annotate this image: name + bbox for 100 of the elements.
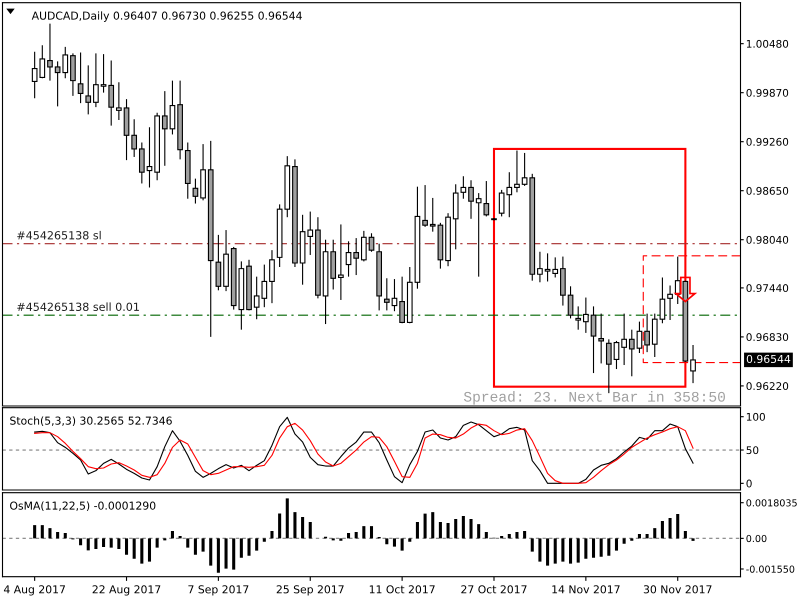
bar	[362, 526, 366, 538]
candlestick	[131, 118, 138, 158]
candlestick	[307, 211, 314, 256]
candlestick	[346, 240, 352, 278]
ref-line-label: #454265138 sl	[17, 230, 101, 240]
bar	[431, 512, 434, 538]
bar	[240, 538, 243, 558]
text: 0.96544	[746, 354, 790, 364]
candlestick	[476, 192, 482, 278]
candlestick	[583, 296, 589, 334]
bar	[33, 525, 36, 538]
ref-line-label: #454265138 sell 0.01	[17, 302, 139, 311]
candlestick	[575, 306, 582, 330]
bar	[554, 538, 557, 564]
bar	[40, 525, 44, 538]
candlestick	[384, 278, 390, 311]
bar	[523, 531, 526, 538]
y-tick-label: -0.001550	[746, 566, 794, 573]
candlestick	[170, 80, 176, 136]
bar	[653, 528, 656, 538]
bar	[462, 516, 465, 538]
candlestick	[261, 264, 268, 308]
bar	[232, 538, 236, 570]
candlestick	[138, 142, 145, 184]
bar	[660, 520, 664, 538]
bar	[170, 531, 174, 538]
candlestick	[552, 256, 558, 278]
candlestick	[162, 90, 168, 166]
bar	[202, 538, 205, 552]
bar	[400, 538, 404, 551]
candlestick	[116, 82, 122, 121]
candlestick	[606, 338, 612, 394]
x-tick-label: 14 Nov 2017	[552, 585, 620, 594]
candlestick	[146, 126, 152, 188]
bar	[117, 538, 120, 550]
x-tick-label: 25 Sep 2017	[276, 585, 344, 596]
candlestick	[39, 44, 46, 79]
text: AUDCAD,Daily 0.96407 0.96730 0.96255 0.96544	[32, 11, 302, 22]
y-tick-label: 0.97440	[746, 284, 788, 292]
bar	[692, 538, 695, 541]
candlestick	[47, 23, 53, 82]
bar	[538, 538, 542, 562]
bar	[515, 532, 518, 538]
bar	[676, 514, 680, 538]
x-tick-label: 4 Aug 2017	[4, 585, 65, 596]
bar	[370, 526, 374, 538]
bar	[622, 538, 626, 544]
y-tick-label: 0.99260	[746, 138, 788, 146]
candlestick	[590, 306, 596, 374]
candlestick	[353, 238, 360, 276]
bar	[86, 538, 90, 550]
bar	[102, 538, 106, 548]
candlestick	[598, 313, 604, 364]
bar	[124, 538, 128, 555]
bar	[638, 534, 641, 538]
bar	[79, 538, 82, 546]
candlestick	[85, 64, 92, 115]
bar	[408, 538, 412, 542]
candlestick	[368, 232, 374, 252]
x-tick-label: 7 Sep 2017	[188, 585, 248, 596]
bar	[178, 536, 182, 538]
candlestick	[62, 46, 68, 79]
bar	[607, 538, 610, 556]
candlestick	[568, 286, 574, 319]
annotation: Spread: 23. Next Bar in 358:50	[464, 391, 725, 405]
candlestick	[468, 180, 474, 220]
y-tick-label: 0.99870	[746, 88, 788, 97]
candlestick	[430, 197, 436, 232]
y-tick-label: 0.98650	[746, 186, 788, 195]
candlestick	[54, 60, 60, 107]
bar	[278, 513, 282, 538]
bar	[156, 538, 159, 548]
candlestick	[108, 60, 114, 126]
bar	[546, 538, 550, 566]
bar	[293, 512, 296, 538]
x-tick-label: 30 Nov 2017	[644, 585, 712, 594]
bar	[270, 531, 274, 538]
x-tick-label: 11 Oct 2017	[370, 585, 435, 594]
bar	[454, 518, 458, 538]
bar	[186, 538, 190, 548]
candlestick	[522, 152, 528, 186]
bar	[209, 538, 212, 566]
candlestick	[690, 344, 696, 384]
candlestick	[269, 250, 275, 304]
candlestick	[514, 150, 520, 193]
x-tick-label: 27 Oct 2017	[461, 585, 527, 594]
bar	[500, 536, 504, 538]
bar	[668, 518, 672, 538]
bar	[132, 538, 136, 559]
y-tick-label: 0.0018035	[746, 499, 797, 506]
x-tick-label: 22 Aug 2017	[92, 585, 160, 596]
bar	[561, 538, 564, 562]
candlestick	[621, 313, 627, 366]
bar	[255, 538, 258, 551]
candlestick	[392, 278, 398, 312]
bar	[392, 538, 396, 547]
bar	[247, 538, 251, 556]
bar	[110, 538, 113, 548]
candlestick	[483, 180, 490, 217]
bar	[592, 538, 596, 558]
